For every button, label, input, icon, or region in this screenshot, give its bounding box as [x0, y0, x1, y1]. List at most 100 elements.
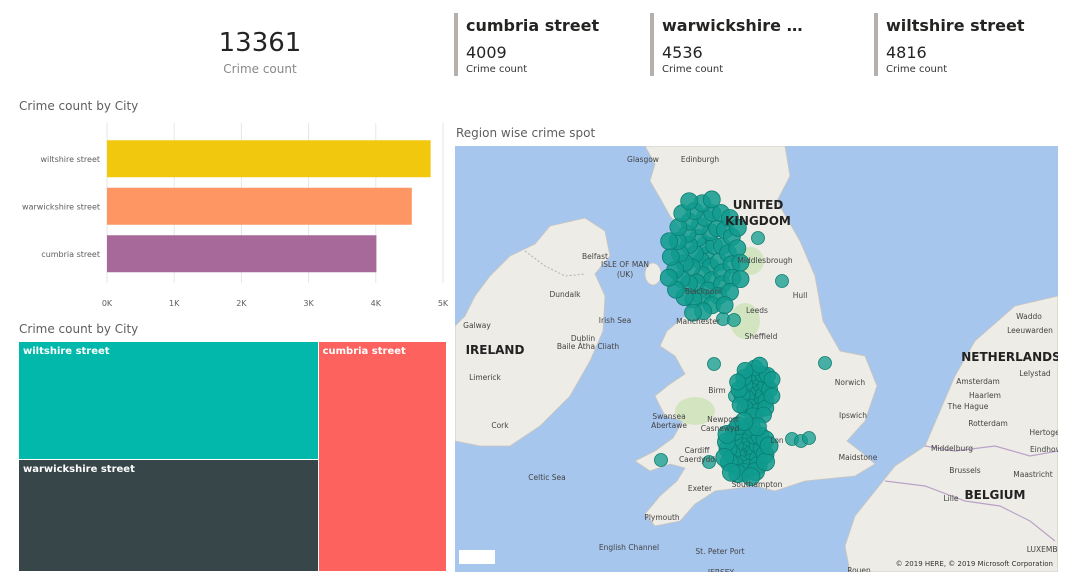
map-place-label: (UK): [617, 270, 633, 279]
map-title: Region wise crime spot: [456, 126, 596, 140]
kpi-title: wiltshire street: [886, 16, 1025, 35]
map-place-label: The Hague: [947, 402, 989, 411]
crime-bubble[interactable]: [684, 303, 702, 322]
map-place-label: Leeds: [746, 306, 768, 315]
crime-bubble[interactable]: [802, 431, 816, 445]
kpi-card-warwickshire[interactable]: warwickshire st... 4536 Crime count: [650, 13, 812, 76]
crime-bubble[interactable]: [741, 467, 761, 487]
crime-bubble[interactable]: [659, 268, 678, 287]
crime-bubble[interactable]: [731, 396, 749, 414]
crime-bubble[interactable]: [734, 412, 754, 431]
crime-bubble[interactable]: [654, 453, 668, 467]
crime-bubble[interactable]: [818, 356, 832, 370]
country-border: [924, 445, 1058, 457]
map-place-label: Caerdydd: [679, 455, 715, 464]
x-tick-label: 5K: [438, 299, 449, 308]
treemap-tile-label: warwickshire street: [23, 464, 135, 476]
x-tick-label: 4K: [371, 299, 382, 308]
map-place-label: Lon: [770, 436, 784, 445]
map-place-label: Plymouth: [644, 513, 680, 522]
crime-bubble[interactable]: [707, 357, 721, 371]
bar[interactable]: [107, 140, 431, 178]
bar[interactable]: [107, 187, 412, 225]
crime-bubble[interactable]: [660, 232, 679, 251]
map-place-label: Ipswich: [839, 411, 867, 420]
crime-bubble[interactable]: [763, 371, 781, 388]
map-place-label: Baile Átha Cliath: [557, 342, 620, 351]
map-place-label: Middelburg: [931, 444, 973, 453]
map-legend-box: [459, 550, 495, 564]
bar-chart-title: Crime count by City: [19, 99, 139, 113]
crime-bubble[interactable]: [728, 239, 747, 258]
bar[interactable]: [107, 235, 377, 273]
treemap-chart[interactable]: wiltshire street cumbria street warwickshi…: [19, 342, 447, 572]
map-place-label: Hull: [793, 291, 808, 300]
crime-bubble[interactable]: [702, 190, 721, 209]
map-place-label: Lille: [943, 494, 958, 503]
map-labels: Glasgow Edinburgh UNITED KINGDOM BelfastISLE…: [463, 155, 1058, 572]
map-place-label: Galway: [463, 321, 491, 330]
map-place-label: Limerick: [469, 373, 501, 382]
treemap-title: Crime count by City: [19, 322, 139, 336]
bar-chart[interactable]: 0K 1K 2K 3K 4K 5K wiltshire street warwickshire…: [0, 115, 450, 315]
map-place-label: Edinburgh: [681, 155, 720, 164]
map-place-label: Blackpool: [685, 287, 721, 296]
treemap-tile[interactable]: wiltshire street: [19, 342, 318, 460]
crime-bubble[interactable]: [759, 436, 779, 456]
map-attribution: © 2019 HERE, © 2019 Microsoft Corporatio…: [896, 560, 1053, 568]
kpi-label: Crime count: [662, 64, 724, 75]
crime-bubble[interactable]: [751, 356, 769, 374]
crime-bubble[interactable]: [702, 455, 716, 469]
crime-bubble[interactable]: [729, 373, 747, 391]
crime-bubble[interactable]: [715, 296, 734, 314]
map-place-label: Hertogen: [1030, 428, 1059, 437]
map-place-label: Haarlem: [969, 391, 1001, 400]
kpi-card-cumbria[interactable]: cumbria street 4009 Crime count: [454, 13, 636, 76]
map-place-label: Dublin: [571, 334, 595, 343]
treemap-tile[interactable]: warwickshire street: [19, 460, 318, 571]
crime-bubble[interactable]: [727, 313, 741, 327]
map-place-label: Swansea: [652, 412, 685, 421]
country-border: [884, 480, 1056, 542]
map-place-label: Manchester: [676, 317, 721, 326]
category-label: wiltshire street: [40, 155, 100, 164]
map-place-label: Amsterdam: [956, 377, 1000, 386]
map-place-label: Sheffield: [745, 332, 778, 341]
crime-bubble[interactable]: [717, 424, 737, 444]
crime-bubble[interactable]: [775, 274, 789, 288]
kpi-card-wiltshire[interactable]: wiltshire street 4816 Crime count: [874, 13, 1056, 76]
category-label: cumbria street: [41, 250, 100, 259]
crime-bubble[interactable]: [731, 270, 750, 289]
ni-border: [524, 250, 586, 277]
map-place-label: Southampton: [732, 480, 783, 489]
kpi-title: cumbria street: [466, 16, 600, 35]
treemap-tile[interactable]: cumbria street: [318, 342, 446, 571]
map-place-label: Eindhov: [1030, 445, 1058, 454]
kpi-label: Crime count: [466, 64, 528, 75]
map-place-label: Belfast: [582, 252, 608, 261]
map-place-label: NETHERLANDS: [961, 350, 1058, 364]
crime-bubble[interactable]: [751, 231, 765, 245]
crime-bubble[interactable]: [763, 387, 781, 405]
map-place-label: Maidstone: [839, 453, 878, 462]
crime-bubble[interactable]: [756, 452, 775, 472]
crime-bubble[interactable]: [721, 462, 741, 482]
total-crime-value: 13361: [218, 28, 302, 58]
crime-map[interactable]: Glasgow Edinburgh UNITED KINGDOM BelfastISLE…: [455, 146, 1058, 572]
crime-bubble[interactable]: [680, 192, 699, 211]
crime-bubble[interactable]: [661, 247, 680, 266]
continent-land: [844, 295, 1058, 572]
map-place-label: Brussels: [949, 466, 980, 475]
total-crime-card[interactable]: 13361 Crime count: [200, 28, 320, 76]
map-place-label: English Channel: [599, 543, 659, 552]
map-place-label: Leeuwarden: [1007, 326, 1053, 335]
crime-bubble[interactable]: [728, 218, 747, 237]
park-area: [730, 303, 760, 339]
crime-bubbles: [654, 190, 832, 487]
kpi-title: warwickshire st...: [662, 16, 812, 35]
map-place-label: Lelystad: [1019, 369, 1051, 378]
kpi-value: 4816: [886, 43, 927, 62]
category-label: warwickshire street: [22, 202, 100, 211]
map-place-label: BELGIUM: [965, 488, 1026, 502]
map-place-label: Waddo: [1016, 312, 1042, 321]
